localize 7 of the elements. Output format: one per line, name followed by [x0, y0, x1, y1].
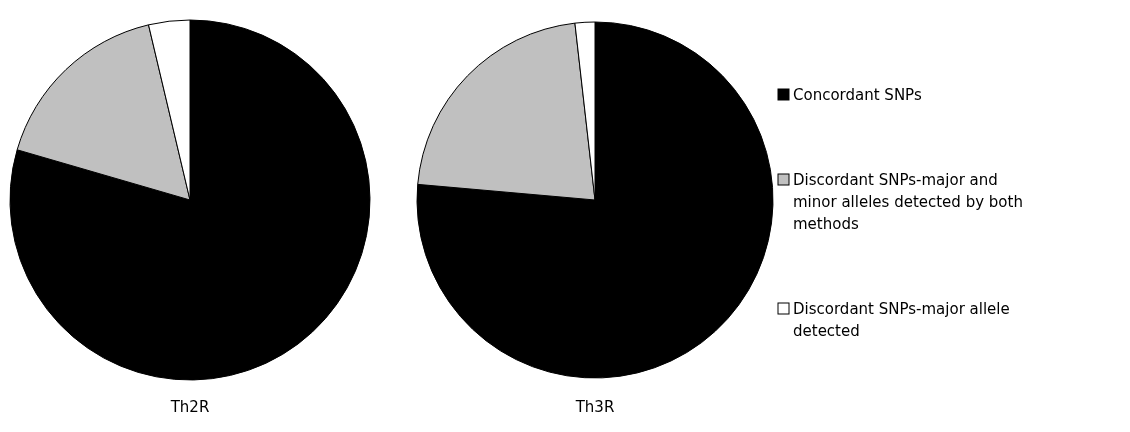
- legend-label: Discordant SNPs-major and minor alleles detected by both methods: [793, 171, 1023, 233]
- legend-label: Discordant SNPs-major allele detected: [793, 300, 1010, 340]
- legend-label: Concordant SNPs: [793, 86, 922, 104]
- text: Th3R: [574, 398, 615, 416]
- text: Th2R: [169, 398, 210, 416]
- pie-slice: [416, 21, 774, 379]
- pie-slice: [9, 19, 371, 381]
